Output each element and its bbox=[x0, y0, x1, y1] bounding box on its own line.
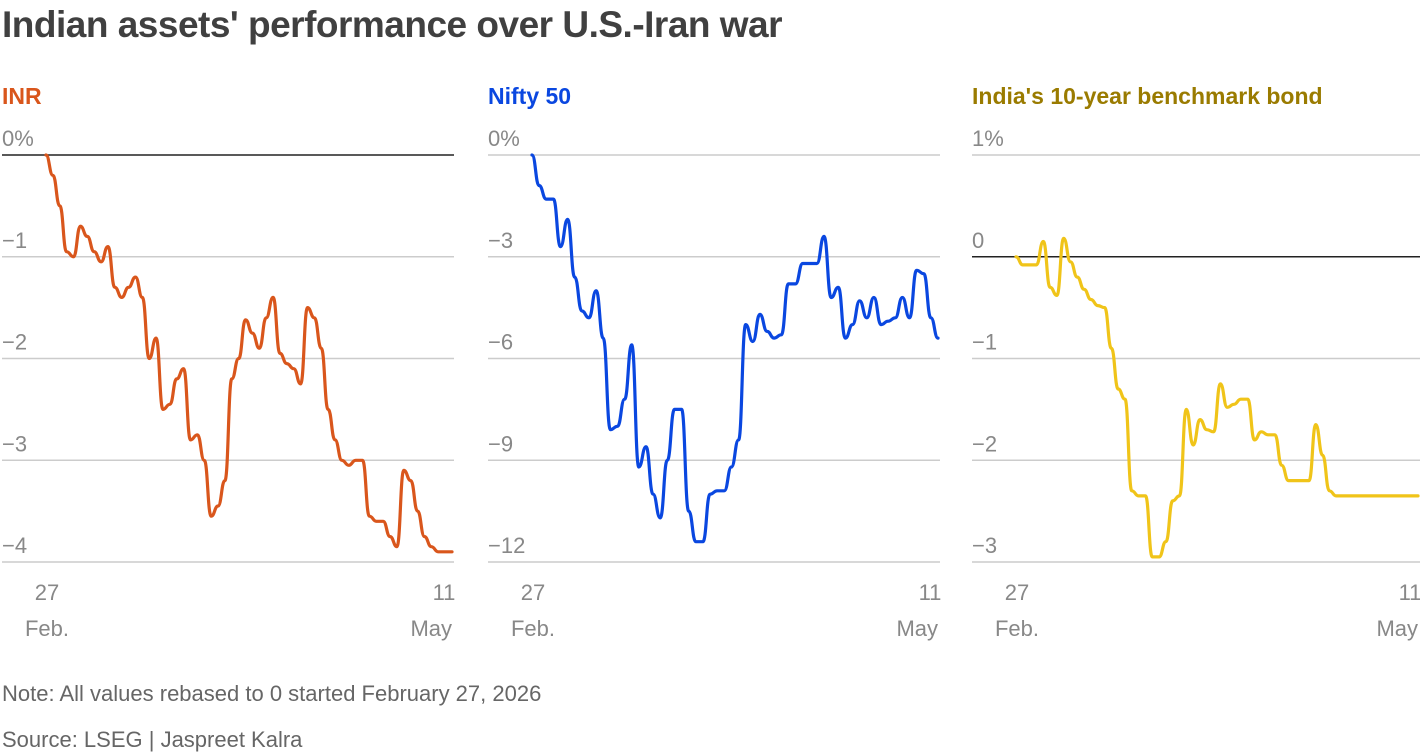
chart-title: INR bbox=[2, 83, 42, 109]
chart-panel-1: INR 0% −1 −2 −3 −4 27 Feb. 11 May bbox=[2, 83, 455, 641]
x-tick-label: 27 bbox=[521, 580, 545, 605]
x-tick-label: 27 bbox=[1005, 580, 1029, 605]
y-tick-label: −6 bbox=[488, 330, 513, 355]
series-line bbox=[1014, 236, 1420, 559]
y-tick-label: −9 bbox=[488, 431, 513, 456]
chart-panel-2: Nifty 50 0% −3 −6 −9 −12 27 Feb. 11 May bbox=[488, 83, 941, 641]
y-tick-label: −2 bbox=[2, 330, 27, 355]
source-text: Source: LSEG | Jaspreet Kalra bbox=[2, 727, 303, 752]
y-tick-label: −3 bbox=[972, 533, 997, 558]
y-tick-label: −4 bbox=[2, 533, 27, 558]
x-tick-label: 11 bbox=[1399, 580, 1420, 605]
x-tick-label: Feb. bbox=[511, 616, 555, 641]
page-title: Indian assets' performance over U.S.-Ira… bbox=[2, 4, 783, 45]
charts-area: INR 0% −1 −2 −3 −4 27 Feb. 11 May Nifty 50 0% −3 −6 −9… bbox=[2, 83, 1420, 641]
x-tick-label: Feb. bbox=[995, 616, 1039, 641]
x-tick-label: Feb. bbox=[25, 616, 69, 641]
y-tick-label: −1 bbox=[972, 330, 997, 355]
chart-title: India's 10-year benchmark bond bbox=[972, 83, 1323, 109]
x-tick-label: May bbox=[1376, 616, 1418, 641]
y-tick-label: −12 bbox=[488, 533, 525, 558]
chart-panel-3: India's 10-year benchmark bond 1% 0 −1 −2 −3 2… bbox=[972, 83, 1420, 641]
y-tick-label: −3 bbox=[488, 228, 513, 253]
note-text: Note: All values rebased to 0 started Fe… bbox=[2, 681, 542, 706]
x-tick-label: May bbox=[410, 616, 452, 641]
y-tick-label: 0% bbox=[488, 126, 520, 151]
x-tick-label: 11 bbox=[919, 580, 942, 605]
y-tick-label: −3 bbox=[2, 431, 27, 456]
y-tick-label: 0 bbox=[972, 228, 984, 253]
series-line bbox=[44, 153, 454, 554]
y-tick-label: 0% bbox=[2, 126, 34, 151]
chart-title: Nifty 50 bbox=[488, 83, 571, 109]
series-line bbox=[530, 153, 940, 544]
y-tick-label: 1% bbox=[972, 126, 1004, 151]
y-tick-label: −2 bbox=[972, 431, 997, 456]
x-tick-label: 27 bbox=[35, 580, 59, 605]
x-tick-label: 11 bbox=[433, 580, 456, 605]
y-tick-label: −1 bbox=[2, 228, 27, 253]
x-tick-label: May bbox=[896, 616, 938, 641]
